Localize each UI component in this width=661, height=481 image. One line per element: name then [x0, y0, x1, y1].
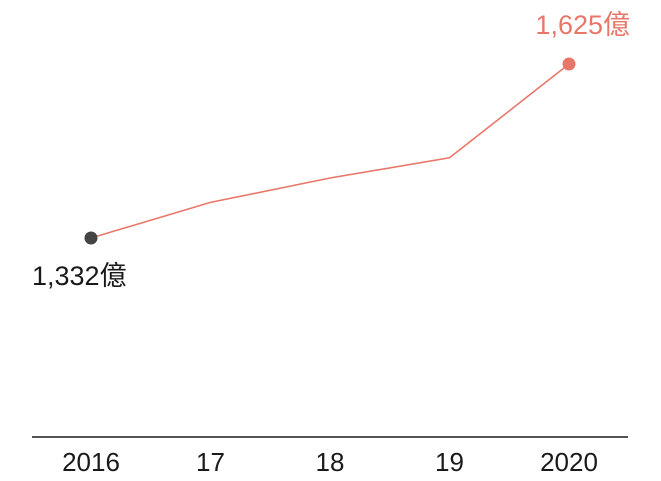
series-line-layer: [90, 63, 570, 239]
x-tick-label: 17: [196, 447, 225, 477]
x-tick-labels: 2016 17 18 19 2020: [62, 447, 598, 477]
x-tick-label: 2020: [540, 447, 598, 477]
start-value-label: 1,332億: [32, 261, 127, 291]
x-tick-label: 18: [316, 447, 345, 477]
series-line: [90, 63, 570, 239]
marker-layer: [84, 57, 576, 245]
x-tick-label: 2016: [62, 447, 120, 477]
end-point-marker: [562, 57, 576, 71]
start-point-marker: [84, 231, 98, 245]
x-tick-label: 19: [435, 447, 464, 477]
value-labels: 1,332億 1,625億: [32, 10, 630, 291]
end-value-label: 1,625億: [535, 10, 630, 40]
